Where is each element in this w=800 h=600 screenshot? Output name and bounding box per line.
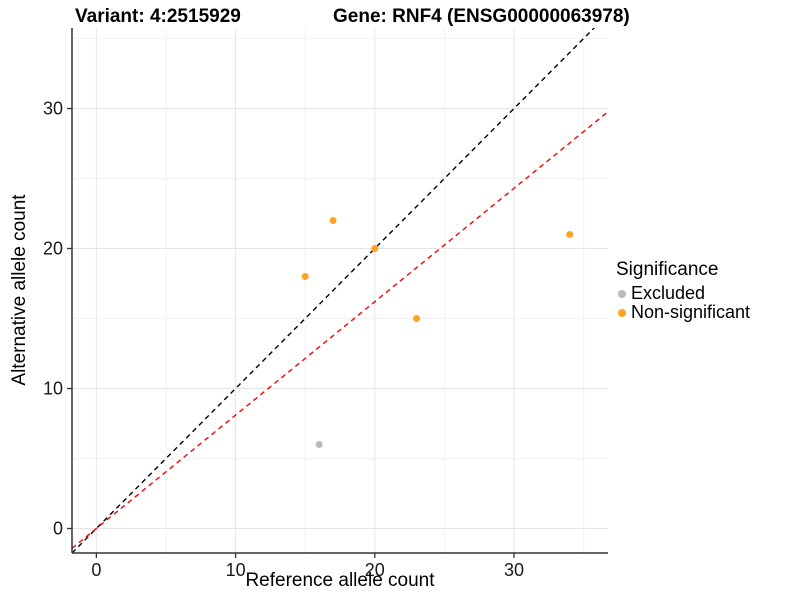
excluded-dot-icon bbox=[618, 289, 626, 298]
data-point-non-significant bbox=[566, 231, 574, 238]
x-tick-label: 20 bbox=[365, 560, 385, 580]
plot-panel bbox=[72, 28, 608, 553]
y-axis-title: Alternative allele count bbox=[9, 194, 30, 386]
y-tick-label: 20 bbox=[43, 239, 63, 259]
y-tick-label: 0 bbox=[53, 519, 63, 539]
y-tick-label: 10 bbox=[43, 379, 63, 399]
data-point-non-significant bbox=[371, 245, 379, 252]
gene-title: Gene: RNF4 (ENSG00000063978) bbox=[333, 6, 630, 27]
legend: Significance Excluded Non-significant bbox=[616, 259, 750, 322]
legend-title: Significance bbox=[616, 259, 719, 280]
x-tick-label: 0 bbox=[91, 560, 101, 580]
variant-title: Variant: 4:2515929 bbox=[75, 6, 241, 27]
legend-item-non-significant: Non-significant bbox=[616, 303, 750, 322]
data-point-non-significant bbox=[413, 315, 421, 322]
data-point-non-significant bbox=[301, 273, 309, 280]
expected-ratio-line bbox=[72, 111, 608, 549]
legend-item-label: Non-significant bbox=[631, 302, 751, 322]
x-tick-label: 10 bbox=[226, 560, 246, 580]
legend-item-excluded: Excluded bbox=[616, 284, 750, 303]
identity-line bbox=[72, 28, 596, 553]
data-point-non-significant bbox=[329, 217, 337, 224]
legend-item-label: Excluded bbox=[631, 283, 706, 303]
data-point-excluded bbox=[315, 441, 323, 448]
x-axis-title: Reference allele count bbox=[245, 570, 435, 591]
non-significant-dot-icon bbox=[618, 308, 626, 317]
y-tick-label: 30 bbox=[43, 99, 63, 119]
x-tick-label: 30 bbox=[504, 560, 524, 580]
